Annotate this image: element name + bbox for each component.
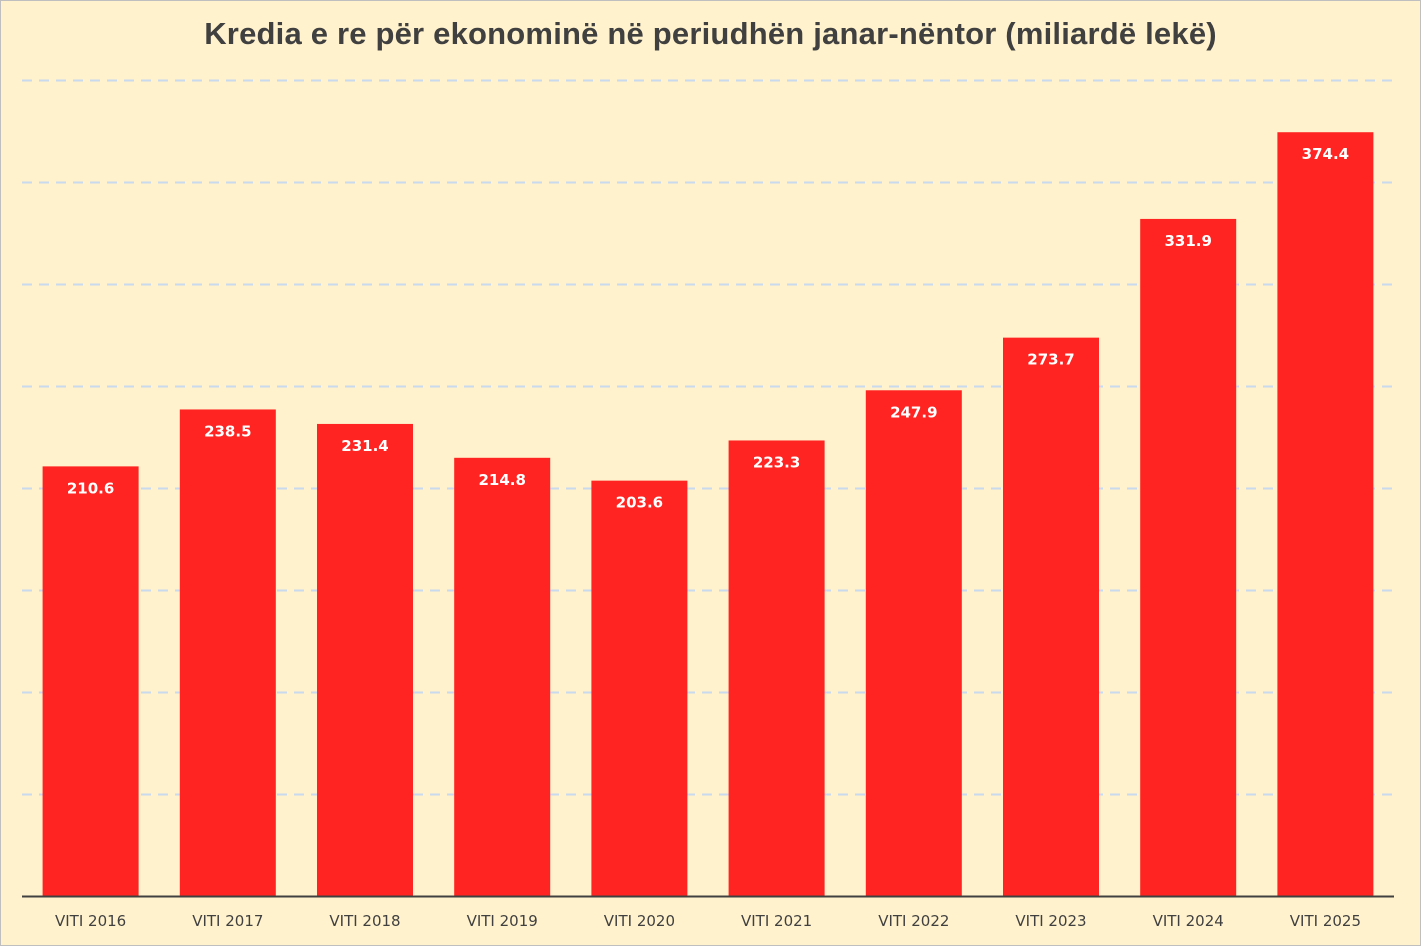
x-tick-label: VITI 2017 bbox=[192, 912, 263, 930]
bar-viti-2016 bbox=[42, 466, 139, 896]
bar-viti-2024 bbox=[1140, 218, 1237, 896]
bar-value-label: 214.8 bbox=[478, 471, 525, 489]
x-tick-label: VITI 2018 bbox=[329, 912, 400, 930]
bar-value-label: 223.3 bbox=[753, 453, 800, 471]
x-tick-label: VITI 2016 bbox=[55, 912, 126, 930]
bar-viti-2018 bbox=[317, 423, 413, 896]
bar-viti-2025 bbox=[1277, 132, 1374, 896]
x-tick-label: VITI 2019 bbox=[467, 912, 538, 930]
bar-value-label: 231.4 bbox=[341, 437, 388, 455]
bar-viti-2023 bbox=[1003, 337, 1099, 897]
x-tick-labels: VITI 2016 VITI 2017 VITI 2018 VITI 2019 VITI… bbox=[55, 912, 1361, 930]
x-tick-label: VITI 2022 bbox=[878, 912, 949, 930]
chart-title: Kredia e re për ekonominë në periudhën j… bbox=[204, 16, 1217, 51]
bar-viti-2019 bbox=[454, 457, 551, 896]
bar-viti-2022 bbox=[865, 390, 962, 896]
x-tick-label: VITI 2021 bbox=[741, 912, 812, 930]
bar-value-label: 238.5 bbox=[204, 422, 251, 440]
bars: 210.6 238.5 231.4 214.8 203.6 223.3 247.9 273.7… bbox=[42, 132, 1374, 897]
x-tick-label: VITI 2020 bbox=[604, 912, 675, 930]
x-tick-label: VITI 2023 bbox=[1015, 912, 1086, 930]
bar-viti-2020 bbox=[591, 480, 688, 896]
bar-value-label: 374.4 bbox=[1302, 145, 1349, 163]
bar-value-label: 203.6 bbox=[616, 494, 663, 512]
bar-value-label: 331.9 bbox=[1164, 232, 1211, 250]
bar-viti-2017 bbox=[179, 409, 276, 896]
bar-value-label: 273.7 bbox=[1027, 351, 1074, 369]
x-tick-label: VITI 2024 bbox=[1153, 912, 1224, 930]
bar-value-label: 210.6 bbox=[67, 479, 114, 497]
x-tick-label: VITI 2025 bbox=[1290, 912, 1361, 930]
bar-value-label: 247.9 bbox=[890, 403, 937, 421]
bar-viti-2021 bbox=[728, 440, 825, 896]
